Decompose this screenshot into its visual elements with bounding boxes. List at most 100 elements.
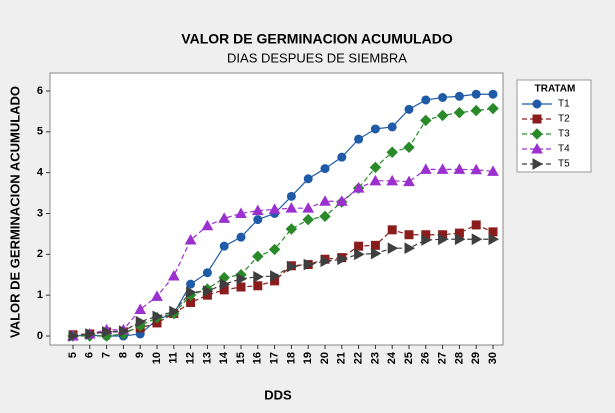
y-tick-label: 0 [37, 330, 43, 342]
data-point [236, 272, 248, 285]
x-tick-label: 13 [201, 352, 213, 364]
legend-marker [531, 128, 543, 140]
data-point [235, 207, 247, 218]
data-point [268, 243, 281, 256]
data-point [488, 233, 500, 246]
data-point [370, 240, 380, 250]
data-point [354, 134, 364, 144]
legend-title: TRATAM [535, 84, 576, 95]
data-point [252, 250, 264, 263]
x-tick-label: 24 [386, 351, 398, 364]
legend-label: T4 [558, 144, 570, 155]
data-point [404, 242, 416, 255]
legend-marker [531, 142, 543, 154]
x-tick-label: 25 [403, 352, 415, 364]
data-point [454, 233, 466, 246]
data-point [387, 122, 397, 132]
data-point [352, 182, 365, 193]
data-point [319, 195, 331, 206]
data-point [303, 258, 315, 271]
data-point [470, 163, 483, 175]
data-point [354, 241, 364, 251]
data-point [420, 114, 432, 127]
x-tick-label: 22 [353, 352, 365, 364]
data-point [134, 303, 147, 314]
x-tick-label: 6 [84, 352, 96, 358]
x-tick-label: 12 [185, 352, 197, 364]
y-tick-label: 2 [37, 248, 43, 260]
data-point [186, 279, 196, 289]
data-point [438, 233, 449, 246]
x-tick-label: 9 [134, 352, 146, 358]
data-point [102, 326, 113, 338]
x-tick-label: 28 [453, 352, 465, 364]
data-point [419, 163, 432, 174]
data-point [253, 270, 264, 283]
legend-label: T5 [558, 159, 570, 170]
data-point [68, 330, 80, 342]
legend-marker [532, 114, 542, 124]
legend-marker [532, 158, 544, 170]
data-point [219, 241, 229, 251]
data-point [285, 223, 298, 235]
data-point [320, 255, 332, 268]
data-point [302, 202, 315, 213]
legend-label: T3 [558, 129, 570, 140]
data-point [471, 220, 481, 230]
data-point [421, 95, 431, 105]
x-tick-label: 30 [487, 352, 499, 364]
x-tick-label: 14 [218, 351, 230, 364]
x-tick-label: 26 [420, 352, 432, 364]
data-point [335, 195, 348, 206]
data-point [169, 305, 180, 318]
data-point [421, 234, 432, 246]
data-point [387, 225, 397, 235]
data-point [369, 174, 382, 186]
x-tick-label: 19 [302, 352, 314, 364]
data-point [184, 234, 197, 245]
data-point [487, 102, 499, 115]
data-point [438, 93, 448, 103]
x-tick-label: 5 [67, 352, 79, 358]
data-point [202, 285, 214, 297]
series-line [72, 168, 494, 337]
legend-label: T2 [558, 114, 570, 125]
y-tick-label: 3 [37, 207, 43, 219]
data-point [167, 269, 180, 281]
x-tick-label: 23 [369, 352, 381, 364]
x-tick-label: 15 [235, 352, 247, 364]
data-point [387, 242, 399, 255]
data-point [303, 174, 313, 184]
data-point [404, 230, 414, 240]
data-point [218, 212, 231, 223]
data-point [487, 165, 499, 176]
legend-marker [532, 99, 542, 109]
y-axis-label: VALOR DE GERMINACION ACUMULADO [7, 86, 22, 338]
x-tick-label: 11 [168, 352, 180, 364]
data-point [488, 89, 498, 99]
data-point [386, 174, 399, 186]
x-tick-label: 27 [437, 352, 449, 364]
data-point [470, 104, 482, 117]
data-point [453, 163, 466, 174]
data-point [370, 124, 380, 134]
data-point [253, 281, 263, 291]
x-tick-label: 16 [252, 352, 264, 364]
y-tick-label: 6 [37, 85, 43, 97]
x-tick-label: 21 [336, 352, 348, 364]
data-point [152, 310, 164, 323]
data-point [370, 247, 382, 260]
chart-subtitle: DIAS DESPUES DE SIEMBRA [227, 50, 407, 65]
data-point [403, 141, 415, 154]
data-point [286, 191, 296, 201]
legend-box [516, 79, 592, 173]
y-tick-label: 4 [37, 167, 44, 179]
data-point [436, 163, 449, 174]
x-tick-label: 8 [117, 352, 129, 358]
data-point [253, 215, 263, 225]
x-tick-label: 20 [319, 352, 331, 364]
legend-label: T1 [558, 99, 570, 110]
data-point [268, 203, 281, 214]
